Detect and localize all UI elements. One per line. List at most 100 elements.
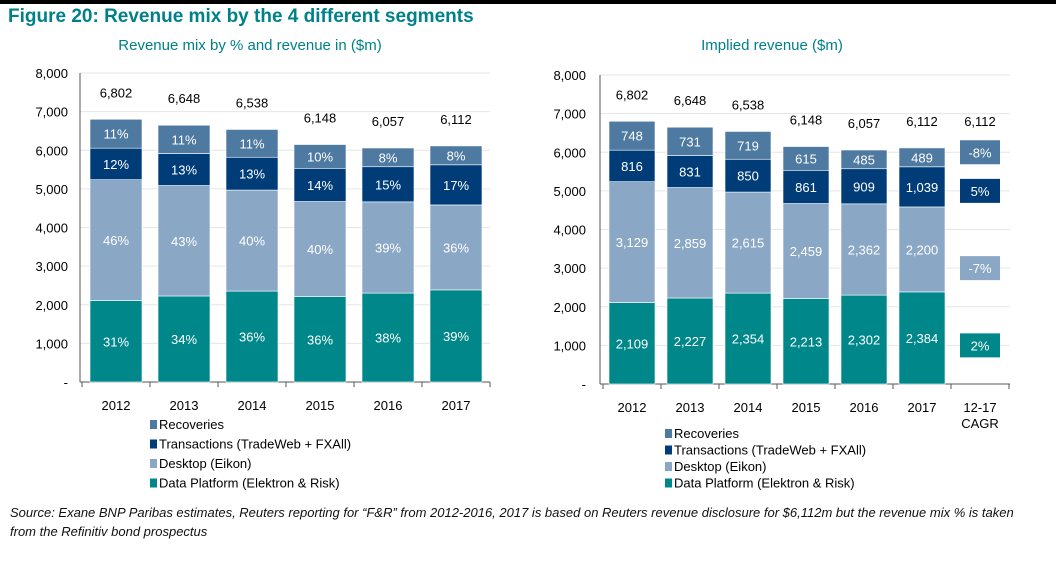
bar-label-recoveries: 485 (853, 152, 875, 167)
y-tick-label: 8,000 (553, 68, 586, 83)
y-tick-label: 7,000 (35, 105, 68, 120)
bar-label-transactions: 861 (795, 180, 817, 195)
legend-swatch-data_platform (665, 478, 672, 488)
legend-swatch-transactions (665, 445, 672, 455)
bar-recoveries (782, 146, 830, 171)
bar-label-desktop: 43% (171, 234, 197, 249)
x-tick-label: 2016 (850, 400, 879, 415)
bar-recoveries (429, 145, 483, 166)
bar-data_platform (782, 298, 830, 385)
bar-label-desktop: 2,459 (790, 244, 823, 259)
bar-desktop (666, 187, 714, 299)
bar-label-desktop: 2,859 (674, 236, 707, 251)
bar-label-transactions: 1,039 (906, 180, 939, 195)
bar-label-desktop: 3,129 (616, 235, 649, 250)
x-tick-label: 2016 (374, 398, 403, 413)
total-label: 6,112 (906, 114, 938, 129)
legend-swatch-data_platform (150, 478, 157, 488)
bar-label-data_platform: 36% (307, 332, 333, 347)
total-label: 6,538 (236, 95, 269, 110)
total-label: 6,148 (790, 113, 823, 128)
bar-transactions (898, 166, 946, 208)
bar-recoveries (666, 126, 714, 156)
bar-recoveries (361, 147, 415, 168)
y-tick-label: - (64, 375, 68, 390)
y-tick-label: 3,000 (553, 261, 586, 276)
bar-label-recoveries: 11% (103, 127, 128, 142)
legend-label: Data Platform (Elektron & Risk) (674, 476, 855, 491)
total-label: 6,057 (848, 116, 881, 131)
legend-label: Transactions (TradeWeb + FXAll) (159, 437, 351, 452)
chart-title: Implied revenue ($m) (701, 37, 843, 54)
bar-recoveries (840, 149, 888, 170)
cagr-label-data_platform: 2% (971, 338, 990, 353)
bar-label-desktop: 46% (103, 233, 129, 248)
cagr-box-desktop (960, 256, 1000, 281)
x-tick-label: 2014 (734, 400, 763, 415)
chart-title: Revenue mix by % and revenue in ($m) (118, 37, 381, 54)
top-rule (0, 0, 1056, 4)
cagr-box-recoveries (960, 140, 1000, 165)
bar-desktop (782, 203, 830, 299)
x-tick-label-cagr: CAGR (961, 416, 999, 431)
bar-desktop (157, 185, 211, 297)
cagr-box-data_platform (960, 333, 1000, 358)
legend-label: Recoveries (674, 426, 740, 441)
x-tick-label-cagr: 12-17 (963, 400, 996, 415)
bar-label-recoveries: 731 (679, 134, 701, 149)
bar-label-recoveries: 8% (447, 148, 466, 163)
x-tick-label: 2015 (306, 398, 335, 413)
bar-label-recoveries: 10% (307, 149, 333, 164)
bar-desktop (724, 191, 772, 294)
bar-label-transactions: 13% (239, 167, 265, 182)
cagr-label-desktop: -7% (968, 261, 992, 276)
bar-label-recoveries: 748 (621, 129, 643, 144)
bar-data_platform (429, 289, 483, 383)
bar-data_platform (840, 294, 888, 385)
bar-label-recoveries: 11% (239, 136, 264, 151)
bar-label-data_platform: 39% (443, 329, 469, 344)
legend-swatch-transactions (150, 439, 157, 449)
total-label: 6,648 (674, 93, 707, 108)
legend-label: Desktop (Eikon) (674, 459, 766, 474)
total-label: 6,802 (100, 85, 133, 100)
bar-label-desktop: 2,200 (906, 242, 939, 257)
y-tick-label: 2,000 (553, 300, 586, 315)
x-tick-label: 2013 (170, 398, 199, 413)
bar-desktop (898, 206, 946, 293)
x-tick-label: 2017 (908, 400, 937, 415)
bar-data_platform (157, 295, 211, 383)
bar-label-data_platform: 38% (375, 331, 401, 346)
bar-label-transactions: 850 (737, 169, 759, 184)
y-tick-label: 5,000 (553, 184, 586, 199)
bar-data_platform (225, 290, 279, 383)
bar-label-recoveries: 11% (171, 132, 196, 147)
bar-label-desktop: 40% (239, 234, 265, 249)
bar-label-transactions: 816 (621, 159, 643, 174)
x-tick-label: 2014 (238, 398, 267, 413)
legend-label: Desktop (Eikon) (159, 456, 251, 471)
bar-desktop (608, 181, 656, 303)
bar-recoveries (225, 129, 279, 158)
y-tick-label: 6,000 (553, 145, 586, 160)
legend-label: Transactions (TradeWeb + FXAll) (674, 443, 866, 458)
bar-desktop (361, 201, 415, 294)
cagr-label-recoveries: -8% (968, 145, 992, 160)
total-label: 6,057 (372, 114, 405, 129)
bar-label-recoveries: 719 (737, 138, 759, 153)
x-tick-label: 2013 (676, 400, 705, 415)
x-tick-label: 2015 (792, 400, 821, 415)
total-label: 6,648 (168, 91, 201, 106)
bar-recoveries (724, 131, 772, 160)
total-label: 6,148 (304, 111, 337, 126)
y-tick-label: 6,000 (35, 143, 68, 158)
bar-label-data_platform: 36% (239, 330, 265, 345)
legend-swatch-recoveries (150, 420, 157, 429)
bar-label-data_platform: 2,302 (848, 333, 881, 348)
bar-transactions (666, 155, 714, 188)
y-tick-label: 3,000 (35, 259, 68, 274)
bar-label-transactions: 17% (443, 178, 469, 193)
bar-transactions (429, 164, 483, 206)
source-note: Source: Exane BNP Paribas estimates, Reu… (10, 505, 1014, 539)
cagr-label-transactions: 5% (971, 184, 990, 199)
